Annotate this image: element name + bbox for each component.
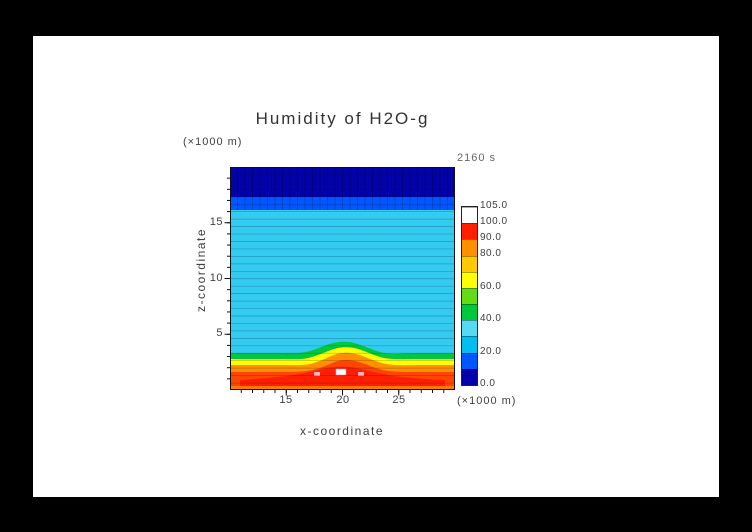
colorbar-label-40: 40.0 <box>480 313 502 324</box>
contour-plot <box>224 167 455 396</box>
x-tick-20: 20 <box>336 394 350 406</box>
axes-frame <box>230 167 455 390</box>
chart-title: Humidity of H2O-g <box>255 109 430 128</box>
y-tick-10: 10 <box>209 272 223 284</box>
y-tick-5: 5 <box>216 327 223 339</box>
colorbar-label-0: 0.0 <box>480 378 496 389</box>
colorbar-cell <box>462 304 477 321</box>
colorbar-cell <box>462 320 477 337</box>
colorbar-cell <box>462 239 477 256</box>
y-tick-15: 15 <box>209 216 223 228</box>
y-axis-unit: (×1000 m) <box>183 136 243 148</box>
time-label: 2160 s <box>457 152 497 164</box>
colorbar-cell <box>462 336 477 353</box>
contour-bands <box>230 167 455 390</box>
colorbar-label-90: 90.0 <box>480 232 502 243</box>
colorbar-label-60: 60.0 <box>480 281 502 292</box>
colorbar-label-20: 20.0 <box>480 346 502 357</box>
horizontal-grid-lines <box>230 174 455 384</box>
colorbar-cell <box>462 271 477 288</box>
x-tick-15: 15 <box>279 394 293 406</box>
humidity-maxima-spots <box>314 368 364 376</box>
colorbar-cell <box>462 287 477 305</box>
colorbar-cell <box>462 223 477 240</box>
colorbar-label-100: 100.0 <box>480 216 508 227</box>
x-axis-title: x-coordinate <box>299 424 385 438</box>
vertical-grid-lines <box>237 167 448 210</box>
x-axis-unit: (×1000 m) <box>457 395 517 407</box>
colorbar-cell <box>462 207 477 224</box>
colorbar-cell <box>462 352 477 369</box>
axis-tick-marks <box>224 177 445 396</box>
colorbar-cell <box>462 368 477 385</box>
colorbar-cell <box>462 255 477 272</box>
colorbar-label-105: 105.0 <box>480 200 508 211</box>
plot-canvas: Humidity of H2O-g (×1000 m) 2160 s <box>33 36 719 497</box>
colorbar <box>461 206 478 386</box>
colorbar-label-80: 80.0 <box>480 248 502 259</box>
x-tick-25: 25 <box>392 394 406 406</box>
